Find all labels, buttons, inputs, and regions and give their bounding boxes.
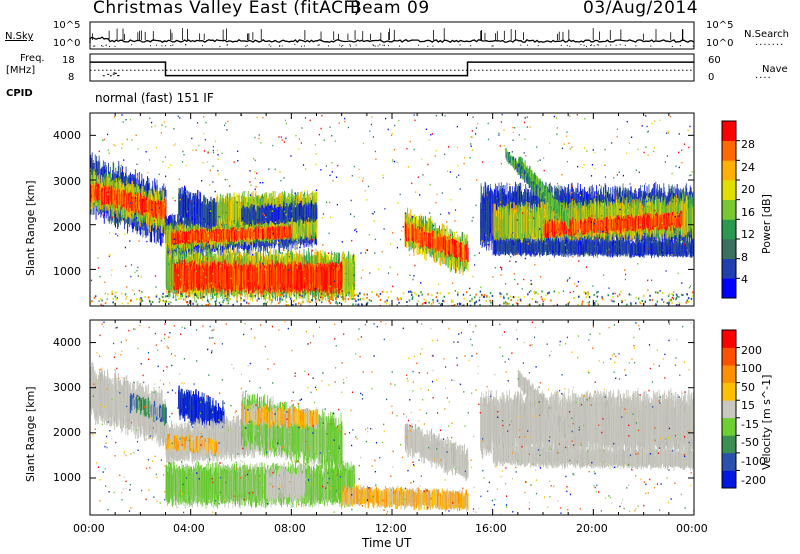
beam-label: Beam 09 [350,0,430,18]
xtick-0800: 08:00 [274,522,306,535]
nsky-right-tick-top: 10^5 [706,20,734,31]
freq-strip-frame [89,53,695,82]
nsearch-label: N.Search [744,29,790,40]
velocity-colorbar [721,329,740,489]
axis-ticks [89,113,695,515]
xtick-2400: 00:00 [676,522,708,535]
nsky-trace [89,28,695,47]
power-heatmap [90,113,694,306]
velocity-heatmap [90,321,694,515]
xtick-1600: 16:00 [475,522,507,535]
nave-tick-bottom: 0 [708,72,715,83]
freq-label-line1: Freq. [20,53,45,64]
velocity-ytick-3000: 3000 [53,381,81,394]
nsearch-legend-dots: ······· [755,40,785,51]
power-cbar-tick-12: 12 [741,228,755,241]
nsky-right-tick-bottom: 10^0 [706,38,734,49]
velocity-ytick-2000: 2000 [53,426,81,439]
vel-cbar-tick-m15: -15 [741,418,759,431]
freq-label-line2: [MHz] [6,65,36,76]
power-ytick-3000: 3000 [53,175,81,188]
cpid-label: CPID [6,88,33,99]
nsky-strip-frame [89,21,695,50]
vel-cbar-tick-15: 15 [741,399,755,412]
xtick-0000: 00:00 [73,522,105,535]
date-label: 03/Aug/2014 [583,0,699,18]
vel-cbar-tick-m50: -50 [741,436,759,449]
power-ytick-2000: 2000 [53,221,81,234]
nave-tick-top: 60 [708,55,721,66]
freq-trace [90,61,694,77]
freq-tick-top: 18 [62,55,75,66]
power-colorbar [721,120,740,299]
velocity-ytick-4000: 4000 [53,336,81,349]
vel-cbar-tick-50: 50 [741,381,755,394]
power-ytick-4000: 4000 [53,129,81,142]
freq-tick-bottom: 8 [68,72,75,83]
velocity-ytick-1000: 1000 [53,471,81,484]
power-cbar-tick-4: 4 [741,273,748,286]
power-cbar-tick-24: 24 [741,161,755,174]
vel-cbar-tick-m100: -100 [741,455,766,468]
power-cbar-tick-16: 16 [741,206,755,219]
nsky-label: N.Sky [5,31,34,42]
vel-cbar-tick-m200: -200 [741,474,766,487]
power-cbar-tick-20: 20 [741,183,755,196]
xtick-1200: 12:00 [375,522,407,535]
power-ytick-1000: 1000 [53,265,81,278]
nave-legend-dots: ···· [755,73,772,84]
site-title: Christmas Valley East (fitACF) [93,0,361,18]
x-axis-label: Time UT [362,536,412,550]
power-cbar-tick-28: 28 [741,138,755,151]
xtick-0400: 04:00 [173,522,205,535]
xtick-2000: 20:00 [576,522,608,535]
power-cbar-tick-8: 8 [741,251,748,264]
nsky-tick-top: 10^5 [53,20,81,31]
cpid-value: normal (fast) 151 IF [95,91,214,105]
nave-label: Nave [762,64,788,75]
nsky-tick-bottom: 10^0 [53,38,81,49]
vel-cbar-tick-200: 200 [741,344,762,357]
vel-cbar-tick-100: 100 [741,362,762,375]
